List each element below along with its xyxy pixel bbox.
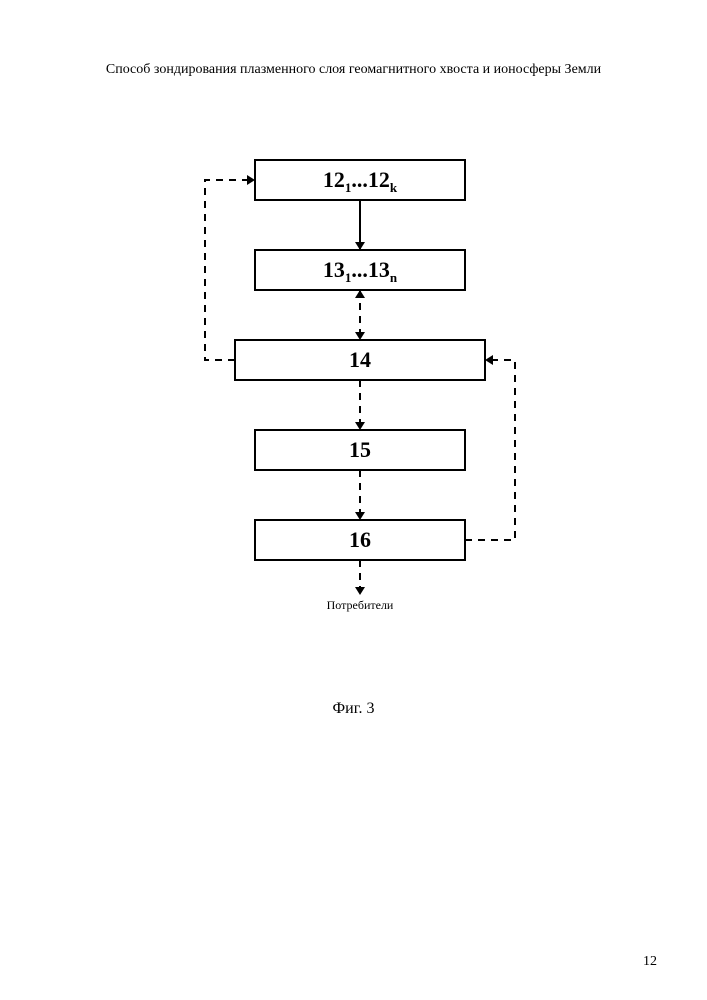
figure-caption: Фиг. 3 xyxy=(0,700,707,718)
consumers-label: Потребители xyxy=(327,598,394,612)
node-label: 131...13n xyxy=(323,257,398,285)
page-title: Способ зондирования плазменного слоя гео… xyxy=(0,62,707,78)
node-label: 121...12k xyxy=(323,167,398,195)
page: Способ зондирования плазменного слоя гео… xyxy=(0,0,707,1000)
page-number: 12 xyxy=(643,954,657,970)
node-label: 14 xyxy=(349,347,371,372)
flowchart: Потребители 121...12k 131...13n 14 15 16 xyxy=(150,150,570,655)
node-label: 15 xyxy=(349,437,371,462)
node-label: 16 xyxy=(349,527,371,552)
